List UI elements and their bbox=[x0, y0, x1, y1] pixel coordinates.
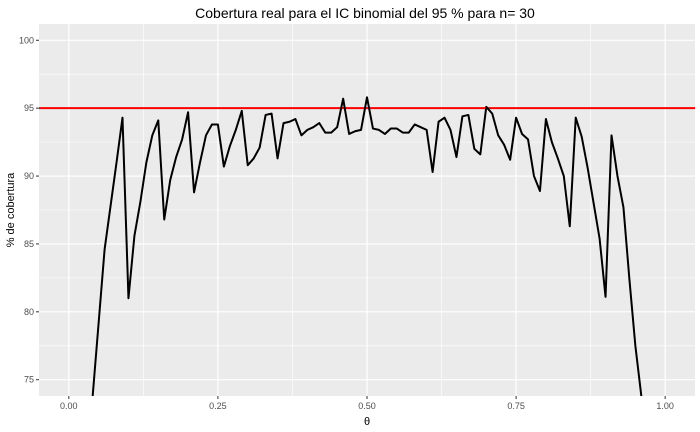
y-tick-label: 100 bbox=[19, 35, 34, 45]
y-tick-label: 75 bbox=[24, 375, 34, 385]
series-layer bbox=[91, 96, 643, 397]
x-tick-label: 0.00 bbox=[60, 401, 78, 411]
y-tick-label: 90 bbox=[24, 171, 34, 181]
y-tick-label: 85 bbox=[24, 239, 34, 249]
y-tick-label: 95 bbox=[24, 103, 34, 113]
x-tick-label: 0.75 bbox=[507, 401, 525, 411]
x-axis-title: θ bbox=[364, 416, 370, 428]
x-tick-label: 0.25 bbox=[209, 401, 227, 411]
x-tick-label: 1.00 bbox=[656, 401, 674, 411]
y-axis-ticks: 75 80 85 90 95 100 bbox=[19, 35, 39, 385]
x-axis-ticks: 0.00 0.25 0.50 0.75 1.00 bbox=[60, 396, 674, 411]
chart-title: Cobertura real para el IC binomial del 9… bbox=[195, 5, 535, 21]
major-gridlines bbox=[39, 24, 695, 396]
y-tick-label: 80 bbox=[24, 307, 34, 317]
coverage-series-line bbox=[91, 96, 643, 397]
x-tick-label: 0.50 bbox=[358, 401, 376, 411]
y-axis-title: % de cobertura bbox=[5, 172, 17, 247]
